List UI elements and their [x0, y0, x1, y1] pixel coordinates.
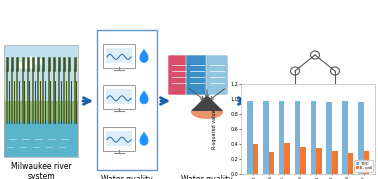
Ellipse shape [191, 105, 223, 119]
FancyBboxPatch shape [97, 30, 157, 170]
Polygon shape [140, 49, 148, 55]
Bar [322, 110, 325, 115]
Bar [306, 103, 311, 108]
Ellipse shape [291, 85, 299, 93]
Bar [358, 102, 364, 174]
Bar [294, 97, 336, 123]
Bar [311, 101, 316, 174]
FancyBboxPatch shape [103, 44, 135, 68]
Bar [253, 144, 258, 174]
Bar [4, 121, 78, 157]
Polygon shape [191, 95, 223, 111]
Ellipse shape [139, 94, 149, 104]
Text: Water quality
data collection: Water quality data collection [179, 175, 235, 179]
Bar [305, 110, 307, 115]
FancyBboxPatch shape [168, 55, 190, 95]
FancyBboxPatch shape [103, 127, 135, 151]
Bar [301, 147, 306, 174]
Bar [279, 101, 285, 174]
Text: Machine learning
analysis: Machine learning analysis [282, 142, 348, 161]
FancyBboxPatch shape [290, 93, 340, 127]
Bar [327, 102, 332, 174]
Bar [4, 45, 78, 107]
Bar [295, 101, 301, 174]
Bar [313, 101, 318, 105]
Ellipse shape [139, 136, 149, 146]
Bar [306, 115, 311, 121]
Bar [247, 101, 253, 174]
Polygon shape [140, 132, 148, 138]
Ellipse shape [139, 53, 149, 63]
FancyBboxPatch shape [206, 55, 228, 95]
Ellipse shape [291, 67, 299, 75]
Text: Milwaukee river
system: Milwaukee river system [11, 162, 71, 179]
Bar [348, 153, 353, 174]
Bar [319, 103, 324, 108]
Bar [342, 101, 348, 174]
Bar [106, 89, 132, 104]
FancyBboxPatch shape [103, 85, 135, 109]
Bar [332, 151, 338, 174]
Ellipse shape [310, 51, 319, 59]
Bar [4, 101, 78, 123]
Bar [106, 48, 132, 63]
Ellipse shape [17, 61, 35, 69]
Bar [364, 151, 369, 174]
FancyBboxPatch shape [186, 55, 208, 95]
Y-axis label: R-squared value: R-squared value [212, 109, 217, 149]
Ellipse shape [330, 85, 339, 93]
Bar [313, 120, 318, 122]
Bar [106, 131, 132, 146]
Bar [269, 152, 274, 174]
Ellipse shape [330, 67, 339, 75]
Legend: TOC, E. coli: TOC, E. coli [355, 160, 373, 171]
Ellipse shape [31, 59, 45, 65]
Bar [4, 45, 78, 157]
Text: Water quality
monitoring
stations: Water quality monitoring stations [101, 175, 153, 179]
Bar [316, 147, 322, 174]
Bar [287, 126, 343, 132]
Ellipse shape [26, 57, 38, 62]
Polygon shape [140, 90, 148, 96]
Bar [285, 143, 290, 174]
Bar [319, 115, 324, 121]
Bar [263, 101, 269, 174]
